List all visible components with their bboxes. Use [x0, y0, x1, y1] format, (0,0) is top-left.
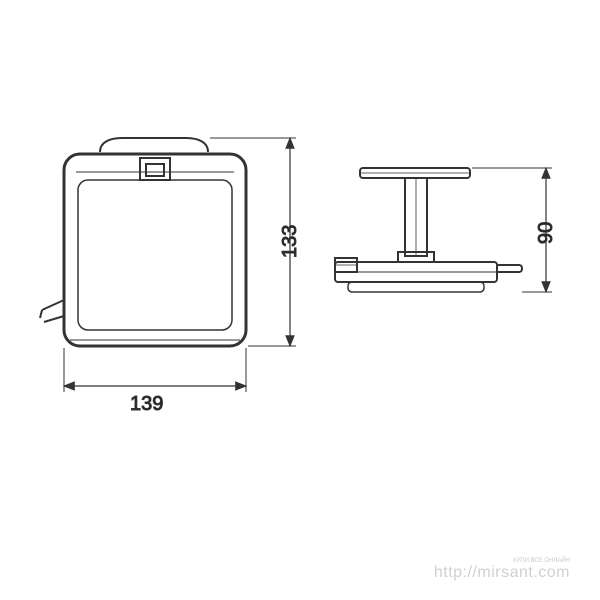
dim-height-front: 133 [210, 138, 301, 346]
dim-height-front-label: 133 [279, 225, 301, 258]
watermark: http://mirsant.com [434, 564, 570, 582]
diagram-canvas: { "diagram": { "type": "engineering-draw… [0, 0, 600, 600]
drawing-svg: 139 133 90 [0, 0, 600, 600]
front-view [40, 138, 246, 346]
dim-height-side-label: 90 [535, 222, 557, 244]
dim-height-side: 90 [472, 168, 557, 292]
dim-width: 139 [64, 348, 246, 415]
dim-width-label: 139 [130, 393, 163, 415]
side-view [335, 168, 522, 292]
